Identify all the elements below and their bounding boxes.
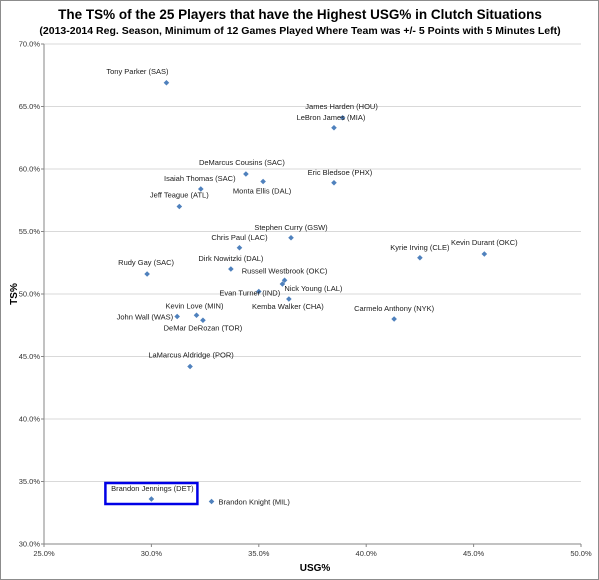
axes [41, 43, 582, 547]
point-labels: Tony Parker (SAS) James Harden (HOU) LeBro… [106, 67, 518, 507]
y-tick-label: 60.0% [19, 165, 41, 174]
data-point-label: Dirk Nowitzki (DAL) [198, 254, 264, 263]
data-point-label: Monta Ellis (DAL) [233, 187, 292, 196]
data-point-marker [331, 179, 337, 186]
x-tick-label: 25.0% [33, 549, 55, 558]
data-point-label: Kevin Durant (OKC) [451, 238, 518, 247]
data-point-marker [236, 244, 243, 251]
data-point-label: Kevin Love (MIN) [166, 301, 224, 310]
x-tick-label: 45.0% [463, 549, 485, 558]
x-tick-label: 50.0% [570, 549, 592, 558]
data-point-label: Kemba Walker (CHA) [252, 302, 324, 311]
y-tick-label: 65.0% [19, 102, 41, 111]
x-tick-label: 30.0% [141, 549, 163, 558]
data-point-marker [286, 296, 292, 302]
tick-labels: 30.0% 35.0% 40.0% 45.0% 50.0% 55.0% 60.0% 65.0%… [19, 40, 592, 559]
y-tick-label: 30.0% [19, 540, 41, 549]
data-point-marker [279, 281, 286, 287]
data-point-label: Evan Turner (IND) [219, 289, 280, 298]
data-point-label: Kyrie Irving (CLE) [390, 243, 450, 252]
y-tick-label: 55.0% [19, 227, 41, 236]
y-tick-label: 40.0% [19, 415, 41, 424]
data-point-marker [243, 171, 249, 177]
grid-lines [44, 43, 581, 482]
y-tick-label: 70.0% [19, 40, 41, 49]
data-point-label: Carmelo Anthony (NYK) [354, 304, 435, 313]
x-tick-label: 40.0% [356, 549, 378, 558]
data-point-label: Jeff Teague (ATL) [150, 191, 209, 200]
data-point-marker [208, 498, 215, 505]
data-point-label: Eric Bledsoe (PHX) [308, 168, 373, 177]
data-point-label: Chris Paul (LAC) [211, 233, 268, 242]
chart-title: The TS% of the 25 Players that have the … [58, 7, 542, 22]
y-tick-label: 35.0% [19, 477, 41, 486]
data-point-marker [228, 266, 234, 272]
data-point-marker [187, 363, 193, 370]
x-tick-label: 35.0% [248, 549, 270, 558]
data-points [144, 79, 488, 505]
data-point-label: Tony Parker (SAS) [106, 67, 169, 76]
data-point-label: Isaiah Thomas (SAC) [164, 174, 236, 183]
data-point-label: John Wall (WAS) [117, 313, 174, 322]
data-point-label: James Harden (HOU) [305, 102, 378, 111]
highlight-box-group [104, 481, 199, 506]
data-point-label: Brandon Jennings (DET) [111, 484, 194, 493]
data-point-marker [163, 79, 170, 86]
data-point-label: LeBron James (MIA) [297, 113, 366, 122]
data-point-label: Russell Westbrook (OKC) [242, 266, 328, 275]
data-point-marker [288, 234, 294, 241]
data-point-marker [331, 124, 337, 131]
data-point-marker [281, 277, 288, 284]
data-point-marker [260, 178, 266, 185]
data-point-marker [144, 271, 150, 277]
data-point-label: DeMar DeRozan (TOR) [164, 323, 243, 332]
data-point-marker [148, 496, 155, 502]
data-point-label: Nick Young (LAL) [284, 284, 342, 293]
data-point-marker [193, 312, 200, 319]
data-point-marker [481, 251, 488, 257]
data-point-marker [174, 313, 180, 320]
data-point-label: LaMarcus Aldridge (POR) [148, 351, 234, 360]
y-axis-title: TS% [9, 283, 20, 305]
data-point-marker [256, 288, 262, 295]
y-tick-label: 50.0% [19, 290, 41, 299]
data-point-label: Rudy Gay (SAC) [118, 258, 174, 267]
highlight-box [104, 481, 199, 506]
y-tick-label: 45.0% [19, 352, 41, 361]
data-point-marker [198, 186, 204, 192]
x-axis-title: USG% [300, 563, 331, 574]
data-point-marker [391, 316, 397, 322]
data-point-label: Stephen Curry (GSW) [254, 223, 328, 232]
data-point-marker [417, 254, 423, 261]
chart-subtitle: (2013-2014 Reg. Season, Minimum of 12 Ga… [39, 25, 560, 37]
data-point-marker [339, 114, 346, 121]
data-point-marker [200, 317, 206, 324]
data-point-marker [176, 203, 183, 210]
data-point-label: Brandon Knight (MIL) [219, 498, 291, 507]
data-point-label: DeMarcus Cousins (SAC) [199, 158, 285, 167]
